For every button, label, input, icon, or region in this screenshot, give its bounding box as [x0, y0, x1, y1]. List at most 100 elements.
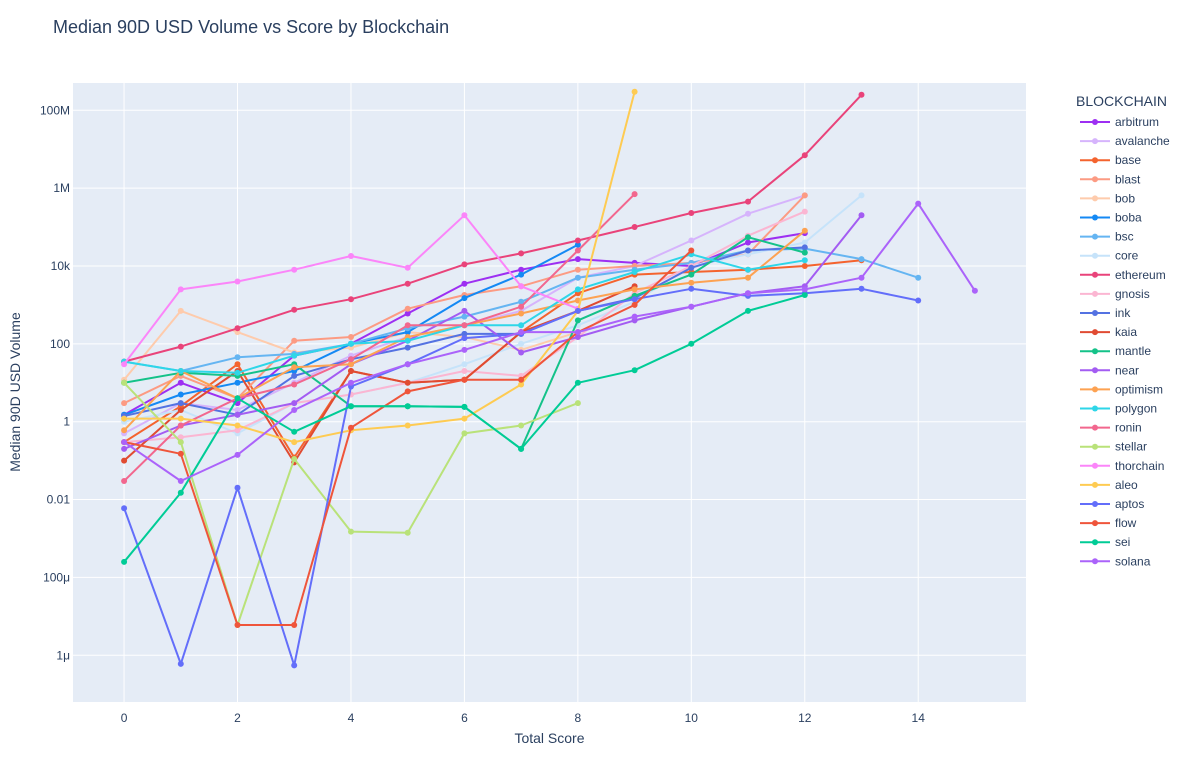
series-ronin — [121, 191, 638, 484]
legend-swatch-marker — [1092, 501, 1098, 507]
data-point — [234, 325, 241, 332]
data-point — [518, 310, 525, 317]
data-point — [348, 340, 354, 347]
legend-item-bsc[interactable]: bsc — [1080, 230, 1134, 244]
legend-label: aleo — [1115, 478, 1138, 492]
legend-item-avalanche[interactable]: avalanche — [1080, 134, 1170, 148]
legend-swatch-marker — [1092, 138, 1098, 145]
series-line-ronin — [123, 193, 636, 482]
legend-item-near[interactable]: near — [1080, 363, 1139, 377]
legend-item-bob[interactable]: bob — [1080, 191, 1135, 205]
legend-label: core — [1115, 249, 1139, 263]
legend-swatch-marker — [1092, 119, 1098, 125]
data-point — [631, 224, 638, 230]
legend-item-base[interactable]: base — [1080, 153, 1141, 167]
legend-item-solana[interactable]: solana — [1080, 554, 1151, 568]
legend-label: ronin — [1115, 421, 1142, 435]
data-point — [518, 266, 525, 273]
data-point — [177, 343, 184, 350]
data-point — [121, 439, 128, 446]
x-tick-label: 14 — [912, 711, 926, 725]
data-point — [177, 422, 184, 429]
data-point — [404, 280, 411, 287]
data-point — [177, 439, 184, 446]
data-point — [745, 234, 751, 241]
x-tick-label: 10 — [685, 711, 699, 725]
data-point — [745, 247, 751, 254]
legend-item-optimism[interactable]: optimism — [1080, 382, 1163, 396]
data-point — [234, 369, 241, 376]
data-point — [461, 307, 468, 314]
legend-item-flow[interactable]: flow — [1080, 516, 1137, 530]
data-point — [404, 379, 411, 386]
data-point — [234, 427, 241, 434]
data-point — [688, 303, 695, 310]
legend-swatch-marker — [1092, 367, 1098, 374]
data-point — [631, 296, 638, 303]
legend-label: base — [1115, 153, 1141, 167]
legend-item-ronin[interactable]: ronin — [1080, 421, 1142, 435]
data-point — [348, 528, 354, 535]
legend-item-ethereum[interactable]: ethereum — [1080, 268, 1166, 282]
legend-item-polygon[interactable]: polygon — [1080, 402, 1157, 416]
data-point — [291, 662, 298, 669]
data-point — [234, 278, 241, 285]
legend-item-blast[interactable]: blast — [1080, 172, 1141, 186]
data-point — [801, 239, 808, 246]
x-tick-label: 2 — [234, 711, 241, 725]
data-point — [121, 427, 128, 434]
data-point — [574, 334, 581, 340]
legend-item-aleo[interactable]: aleo — [1080, 478, 1138, 492]
data-point — [745, 290, 751, 297]
data-point — [745, 210, 751, 217]
series-sei — [121, 292, 808, 565]
legend-item-thorchain[interactable]: thorchain — [1080, 459, 1164, 473]
legend-label: near — [1115, 363, 1139, 377]
legend-item-boba[interactable]: boba — [1080, 211, 1142, 225]
data-point — [518, 376, 525, 383]
data-point — [291, 337, 298, 344]
legend-item-kaia[interactable]: kaia — [1080, 325, 1137, 339]
legend-label: gnosis — [1115, 287, 1150, 301]
data-point — [574, 237, 581, 244]
data-point — [574, 266, 581, 273]
data-point — [631, 313, 638, 320]
data-point — [404, 264, 411, 271]
data-point — [291, 364, 298, 371]
data-point — [348, 334, 354, 340]
data-point — [858, 212, 865, 219]
data-point — [518, 329, 525, 336]
data-point — [121, 505, 128, 512]
legend-item-gnosis[interactable]: gnosis — [1080, 287, 1150, 301]
data-point — [574, 274, 581, 281]
data-point — [291, 306, 298, 313]
data-point — [404, 344, 411, 351]
legend-swatch-marker — [1092, 329, 1098, 336]
data-point — [177, 379, 184, 386]
legend-item-arbitrum[interactable]: arbitrum — [1080, 115, 1159, 129]
legend-swatch-marker — [1092, 271, 1098, 278]
data-point — [177, 286, 184, 293]
legend-item-stellar[interactable]: stellar — [1080, 440, 1147, 454]
data-point — [801, 227, 808, 234]
legend-title: BLOCKCHAIN — [1076, 93, 1167, 109]
legend-item-mantle[interactable]: mantle — [1080, 344, 1151, 358]
data-point — [461, 212, 468, 219]
data-point — [688, 237, 695, 244]
data-point — [518, 422, 525, 429]
data-point — [404, 388, 411, 395]
legend-item-core[interactable]: core — [1080, 249, 1139, 263]
chart-title: Median 90D USD Volume vs Score by Blockc… — [53, 17, 449, 37]
data-point — [234, 411, 241, 418]
data-point — [915, 297, 922, 304]
legend-item-sei[interactable]: sei — [1080, 535, 1130, 549]
data-point — [404, 422, 411, 429]
data-point — [234, 361, 241, 368]
data-point — [291, 439, 298, 446]
data-point — [858, 256, 865, 263]
data-point — [234, 354, 241, 361]
data-point — [574, 256, 581, 263]
legend-item-ink[interactable]: ink — [1080, 306, 1131, 320]
legend-item-aptos[interactable]: aptos — [1080, 497, 1144, 511]
data-point — [177, 368, 184, 374]
